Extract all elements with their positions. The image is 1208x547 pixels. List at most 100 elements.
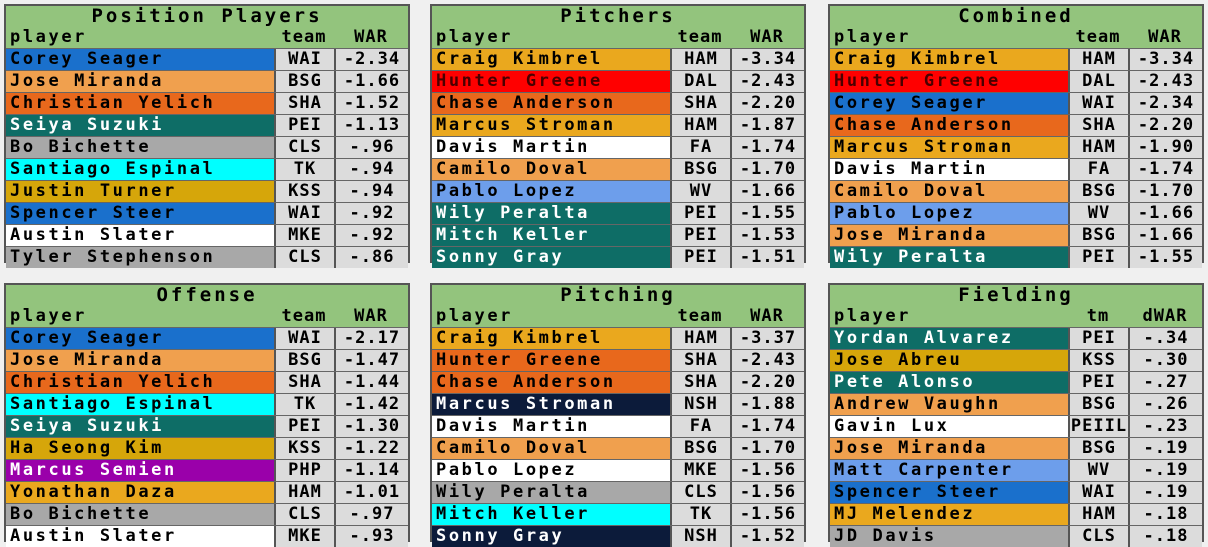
header-row: player team WAR — [830, 27, 1202, 48]
table-body: Craig Kimbrel HAM -3.34 Hunter Greene DAL -2.… — [432, 48, 804, 268]
player-name: Austin Slater — [6, 225, 274, 246]
team-code: CLS — [1068, 526, 1128, 547]
team-code: HAM — [670, 328, 730, 349]
player-name: Seiya Suzuki — [6, 115, 274, 136]
player-name: Hunter Greene — [432, 350, 670, 371]
player-name: Tyler Stephenson — [6, 247, 274, 268]
player-row: MJ Melendez HAM -.18 — [830, 503, 1202, 525]
team-code: WV — [1068, 460, 1128, 481]
panel-title: Fielding — [958, 284, 1074, 306]
player-name: Chase Anderson — [830, 115, 1068, 136]
team-code: TK — [274, 159, 334, 180]
war-value: -1.66 — [730, 181, 804, 202]
player-name: Jose Miranda — [6, 71, 274, 92]
player-row: Spencer Steer WAI -.19 — [830, 481, 1202, 503]
war-value: -.18 — [1128, 526, 1202, 547]
team-code: SHA — [274, 93, 334, 114]
team-code: SHA — [670, 93, 730, 114]
column-header: player — [436, 27, 514, 47]
team-code: CLS — [274, 247, 334, 268]
team-code: KSS — [274, 181, 334, 202]
war-value: -.34 — [1128, 328, 1202, 349]
war-value: -.27 — [1128, 372, 1202, 393]
player-name: Matt Carpenter — [830, 460, 1068, 481]
war-value: -2.34 — [1128, 93, 1202, 114]
team-code: PEI — [1068, 247, 1128, 268]
team-code: SHA — [1068, 115, 1128, 136]
team-code: HAM — [1068, 137, 1128, 158]
team-code: PEI — [274, 416, 334, 437]
team-code: MKE — [670, 460, 730, 481]
player-row: Jose Miranda BSG -.19 — [830, 437, 1202, 459]
player-name: Pablo Lopez — [432, 181, 670, 202]
header-row: player tm dWAR — [830, 306, 1202, 327]
player-name: Davis Martin — [432, 137, 670, 158]
player-row: Austin Slater MKE -.92 — [6, 224, 408, 246]
team-code: PEIIL — [1068, 416, 1128, 437]
player-name: Sonny Gray — [432, 526, 670, 547]
player-row: Gavin Lux PEIIL -.23 — [830, 415, 1202, 437]
team-code: SHA — [670, 372, 730, 393]
player-row: Marcus Stroman NSH -1.88 — [432, 393, 804, 415]
player-row: Corey Seager WAI -2.34 — [6, 48, 408, 70]
player-row: Bo Bichette CLS -.97 — [6, 503, 408, 525]
war-value: -1.56 — [730, 482, 804, 503]
war-value: -2.17 — [334, 328, 408, 349]
player-name: Camilo Doval — [432, 159, 670, 180]
table-body: Corey Seager WAI -2.34 Jose Miranda BSG -1.66… — [6, 48, 408, 268]
player-name: Mitch Keller — [432, 225, 670, 246]
war-value: -2.43 — [730, 350, 804, 371]
team-code: KSS — [274, 438, 334, 459]
war-value: -.23 — [1128, 416, 1202, 437]
player-row: Jose Miranda BSG -1.47 — [6, 349, 408, 371]
war-value: -2.43 — [1128, 71, 1202, 92]
player-name: Christian Yelich — [6, 372, 274, 393]
player-name: Craig Kimbrel — [830, 49, 1068, 70]
player-name: Wily Peralta — [830, 247, 1068, 268]
player-name: Marcus Stroman — [432, 115, 670, 136]
team-code: HAM — [670, 49, 730, 70]
player-name: Marcus Semien — [6, 460, 274, 481]
player-row: Austin Slater MKE -.93 — [6, 525, 408, 547]
player-name: Santiago Espinal — [6, 394, 274, 415]
player-row: Wily Peralta CLS -1.56 — [432, 481, 804, 503]
player-row: Bo Bichette CLS -.96 — [6, 136, 408, 158]
team-code: PEI — [670, 203, 730, 224]
player-name: Spencer Steer — [830, 482, 1068, 503]
team-code: WAI — [1068, 93, 1128, 114]
leaderboard-panel: Combined player team WAR Craig Kimbrel HAM -3.… — [828, 4, 1204, 268]
war-value: -1.51 — [730, 247, 804, 268]
war-value: -.18 — [1128, 504, 1202, 525]
player-row: Camilo Doval BSG -1.70 — [830, 180, 1202, 202]
war-value: -1.52 — [730, 526, 804, 547]
war-value: -.96 — [334, 137, 408, 158]
team-code: SHA — [670, 350, 730, 371]
player-row: Marcus Stroman HAM -1.90 — [830, 136, 1202, 158]
player-row: Wily Peralta PEI -1.55 — [830, 246, 1202, 268]
war-value: -1.30 — [334, 416, 408, 437]
war-value: -1.53 — [730, 225, 804, 246]
table-body: Craig Kimbrel HAM -3.34 Hunter Greene DAL -2.… — [830, 48, 1202, 268]
player-row: Mitch Keller TK -1.56 — [432, 503, 804, 525]
player-row: Andrew Vaughn BSG -.26 — [830, 393, 1202, 415]
column-header: player — [436, 306, 514, 326]
war-value: -.19 — [1128, 460, 1202, 481]
player-row: Craig Kimbrel HAM -3.37 — [432, 327, 804, 349]
player-name: Pete Alonso — [830, 372, 1068, 393]
header-row: player team WAR — [432, 27, 804, 48]
player-row: Chase Anderson SHA -2.20 — [432, 371, 804, 393]
team-code: FA — [1068, 159, 1128, 180]
war-value: -.92 — [334, 225, 408, 246]
player-row: Spencer Steer WAI -.92 — [6, 202, 408, 224]
team-code: PEI — [1068, 328, 1128, 349]
leaderboard-panel: Pitching player team WAR Craig Kimbrel HAM -3.… — [430, 283, 806, 547]
war-value: -1.66 — [334, 71, 408, 92]
player-name: Jose Abreu — [830, 350, 1068, 371]
player-name: JD Davis — [830, 526, 1068, 547]
player-name: MJ Melendez — [830, 504, 1068, 525]
team-code: WAI — [274, 49, 334, 70]
player-row: Davis Martin FA -1.74 — [432, 415, 804, 437]
player-row: Marcus Semien PHP -1.14 — [6, 459, 408, 481]
team-code: HAM — [670, 115, 730, 136]
player-row: Santiago Espinal TK -1.42 — [6, 393, 408, 415]
